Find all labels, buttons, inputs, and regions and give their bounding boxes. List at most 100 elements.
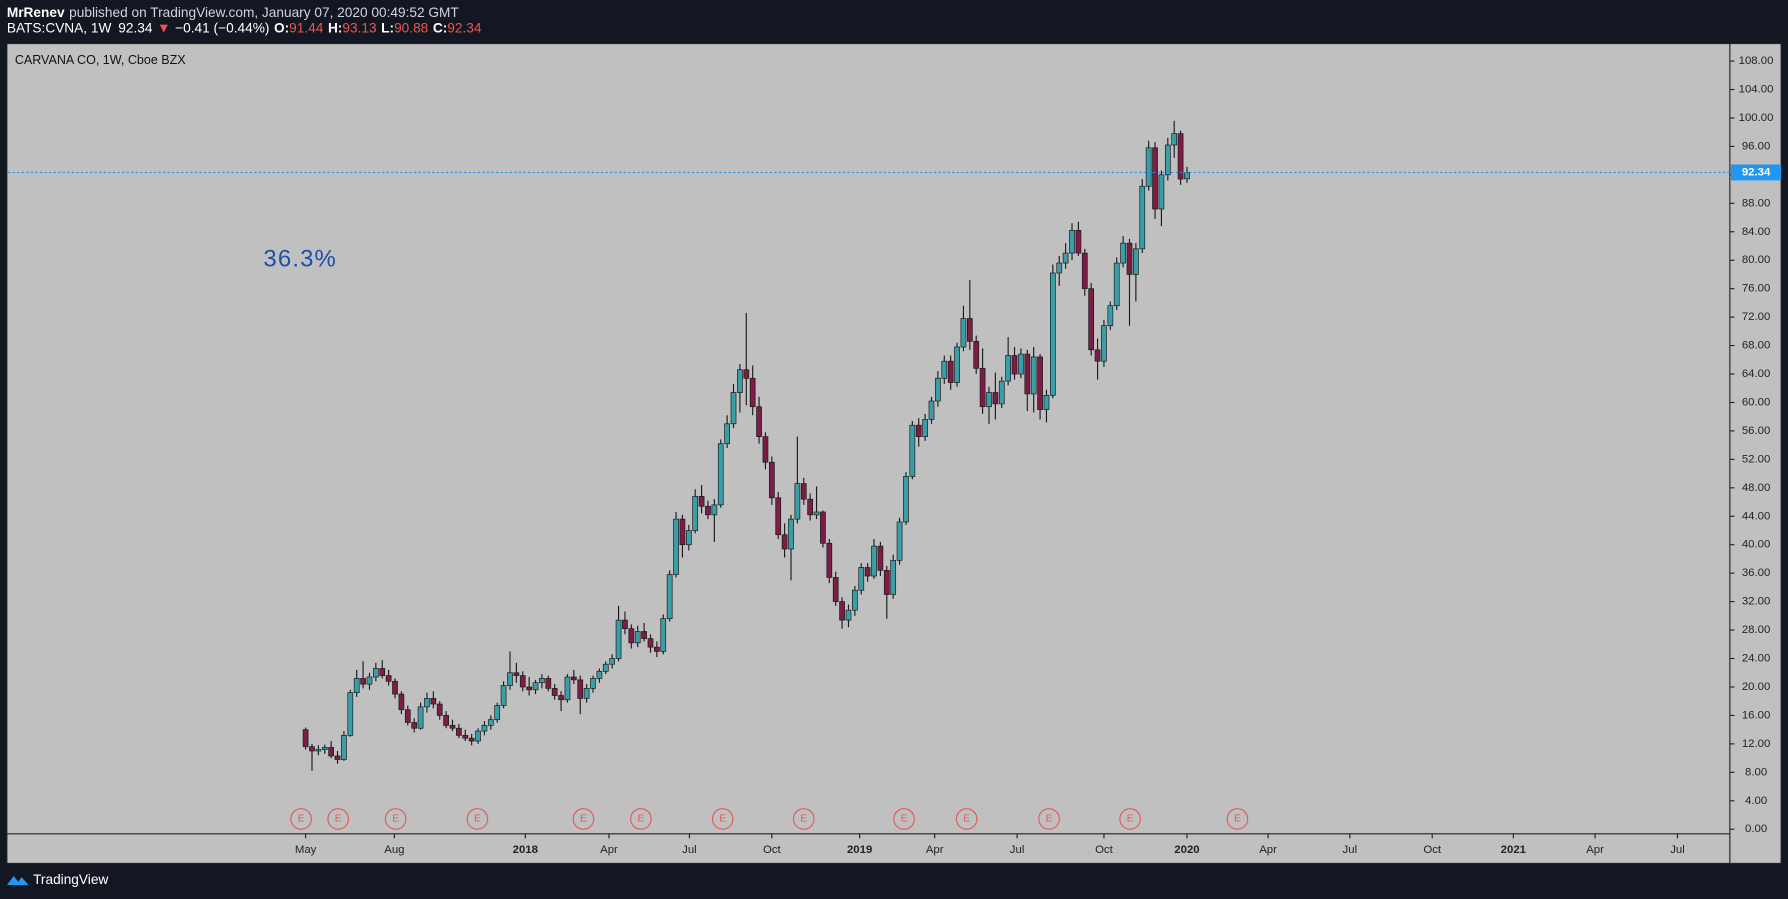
y-tick-label: 0.00 bbox=[1745, 823, 1767, 835]
candle-body bbox=[1018, 353, 1024, 375]
candle-body bbox=[449, 725, 456, 729]
y-tick-label: 64.00 bbox=[1742, 368, 1771, 380]
x-tick-label: Apr bbox=[600, 844, 618, 856]
y-tick-label: 44.00 bbox=[1742, 510, 1771, 522]
logo-icon bbox=[6, 875, 29, 886]
x-tick-label: Oct bbox=[1095, 844, 1114, 856]
plot: 0.00 4.00 8.00 12.00 16.00 20.00 24.00 28.00 32.… bbox=[7, 55, 1782, 856]
candle-body bbox=[890, 560, 897, 595]
earnings-label: E bbox=[335, 814, 342, 825]
candle-body bbox=[1164, 144, 1171, 176]
earnings-label: E bbox=[800, 814, 807, 825]
earnings-marker bbox=[1038, 808, 1060, 830]
candle-body bbox=[507, 672, 513, 686]
earnings-label: E bbox=[1234, 814, 1241, 825]
candle-body bbox=[1094, 349, 1101, 362]
y-tick-label: 100.00 bbox=[1739, 112, 1774, 124]
candle-body bbox=[1024, 353, 1031, 395]
y-tick-label: 52.00 bbox=[1742, 453, 1771, 465]
candle-body bbox=[998, 380, 1005, 405]
candle-body bbox=[705, 505, 711, 516]
y-tick-label: 8.00 bbox=[1745, 766, 1767, 778]
annotation: 36.3% bbox=[263, 246, 337, 273]
candle-body bbox=[845, 609, 852, 621]
earnings-marker bbox=[955, 808, 978, 830]
candle-body bbox=[519, 675, 526, 688]
x-tick-label: Apr bbox=[1586, 844, 1604, 856]
candle-body bbox=[730, 392, 737, 425]
candle-body bbox=[353, 678, 360, 694]
candle-body bbox=[1088, 288, 1095, 351]
candle-body bbox=[436, 703, 443, 716]
candle-body bbox=[807, 498, 814, 516]
candle-body bbox=[883, 569, 890, 595]
candle-body bbox=[717, 443, 724, 506]
candle-body bbox=[673, 518, 679, 575]
x-tick-label: Oct bbox=[1423, 844, 1442, 856]
earnings-label: E bbox=[1127, 814, 1134, 825]
candle-body bbox=[411, 722, 418, 729]
candle-body bbox=[928, 400, 935, 420]
candle-body bbox=[1075, 229, 1082, 254]
ohlc-fields: O:91.44 H:93.13 L:90.88 C:92.34 bbox=[274, 20, 482, 35]
candle-body bbox=[871, 545, 877, 577]
arrow: ▼ bbox=[157, 20, 171, 35]
candle-body bbox=[366, 676, 373, 685]
candle-body bbox=[986, 392, 992, 408]
candle-body bbox=[430, 698, 437, 705]
candle-body bbox=[328, 747, 335, 757]
symbol: BATS:CVNA, 1W bbox=[7, 20, 112, 35]
candle-body bbox=[1043, 395, 1050, 410]
y-tick-label: 48.00 bbox=[1742, 482, 1771, 494]
candle-body bbox=[494, 705, 501, 721]
candle-body bbox=[1069, 229, 1075, 254]
candle-body bbox=[379, 668, 386, 676]
candle-body bbox=[1158, 174, 1165, 210]
earnings-marker bbox=[572, 808, 595, 830]
price-label: 92.34 bbox=[1742, 166, 1771, 178]
candle-body bbox=[634, 631, 641, 644]
candle-body bbox=[590, 678, 596, 689]
candle-body bbox=[532, 682, 539, 691]
candle-body bbox=[788, 518, 794, 550]
candle-body bbox=[443, 715, 449, 726]
price: 92.34 bbox=[118, 20, 153, 35]
candle-body bbox=[1145, 147, 1152, 187]
earnings-label: E bbox=[1046, 814, 1053, 825]
y-tick-label: 36.00 bbox=[1742, 567, 1771, 579]
candle-body bbox=[1050, 272, 1056, 396]
y-tick-label: 68.00 bbox=[1742, 340, 1771, 352]
candle-body bbox=[641, 631, 647, 639]
x-tick-label: Jul bbox=[682, 844, 697, 856]
candle-body bbox=[832, 577, 839, 602]
candle-body bbox=[820, 511, 826, 544]
candle-body bbox=[781, 534, 788, 550]
candle-body bbox=[749, 377, 756, 408]
candle-body bbox=[666, 574, 673, 620]
earnings-marker bbox=[290, 808, 312, 830]
earnings-label: E bbox=[963, 814, 970, 825]
x-tick-label: Jul bbox=[1343, 844, 1358, 856]
y-tick-label: 88.00 bbox=[1742, 197, 1771, 209]
x-tick-label: May bbox=[295, 844, 317, 856]
candle-body bbox=[685, 530, 692, 546]
candle-body bbox=[551, 688, 558, 696]
candle-body bbox=[609, 658, 616, 665]
y-tick-label: 96.00 bbox=[1742, 140, 1771, 152]
candle-body bbox=[826, 542, 833, 578]
candle-body bbox=[315, 749, 322, 752]
candle-body bbox=[1133, 248, 1139, 275]
change: −0.41 (−0.44%) bbox=[175, 20, 269, 35]
candle-body bbox=[973, 340, 980, 369]
candle-body bbox=[756, 406, 762, 437]
candle-body bbox=[647, 638, 654, 648]
candle-body bbox=[628, 628, 635, 644]
y-tick-label: 16.00 bbox=[1742, 709, 1771, 721]
candle-body bbox=[309, 746, 315, 752]
candle-body bbox=[1107, 305, 1114, 326]
candle-body bbox=[1056, 262, 1063, 274]
y-tick-label: 32.00 bbox=[1742, 596, 1771, 608]
candle-body bbox=[660, 618, 667, 652]
candle-body bbox=[596, 670, 603, 679]
